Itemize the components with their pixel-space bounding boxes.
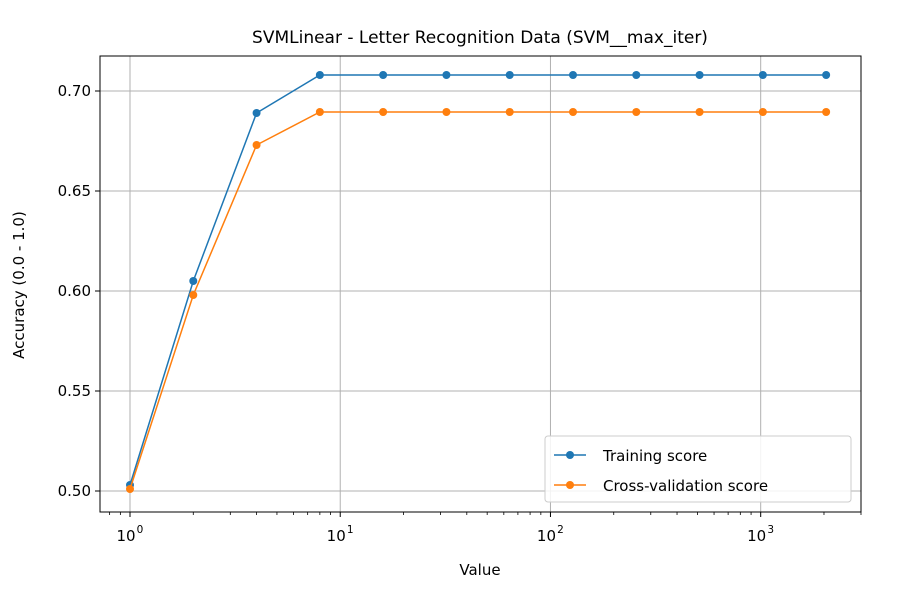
axes [99,55,862,513]
data-point [189,277,198,285]
data-point [632,71,641,79]
grid-lines [100,56,861,512]
data-point [822,71,831,79]
legend-label: Cross-validation score [603,477,768,495]
x-tick-label: 10 [537,527,556,545]
x-tick-exponent: 3 [767,524,774,536]
x-tick-label: 10 [327,527,346,545]
data-point [442,108,451,116]
data-point [315,108,324,116]
data-point [568,71,577,79]
data-point [442,71,451,79]
series-line-2 [129,111,827,490]
data-point [252,109,261,117]
x-tick-label: 10 [747,527,766,545]
y-tick-label: 0.70 [58,82,91,100]
legend-label: Training score [602,447,707,465]
data-point [315,71,324,79]
y-tick-label: 0.50 [58,482,91,500]
series-line-1 [129,74,827,486]
data-point [505,71,514,79]
x-tick-exponent: 0 [137,524,144,536]
data-point [695,108,704,116]
x-tick-label: 10 [116,527,135,545]
legend-swatch-marker [566,481,574,489]
plot-frame [99,55,862,513]
data-point [379,108,388,116]
x-tick-exponent: 2 [557,524,564,536]
legend-box [544,435,852,503]
y-tick-label: 0.55 [58,382,91,400]
y-tick-label: 0.65 [58,182,91,200]
chart-title: SVMLinear - Letter Recognition Data (SVM… [252,28,708,48]
legend: Training score Cross-validation score [544,435,852,503]
x-tick-exponent: 1 [347,524,354,536]
y-axis-label: Accuracy (0.0 - 1.0) [10,211,28,359]
data-point [758,71,767,79]
data-point [568,108,577,116]
data-point [379,71,388,79]
series-layer [125,71,831,493]
legend-swatch-marker [566,451,574,459]
data-point [695,71,704,79]
data-point [632,108,641,116]
y-tick-label: 0.60 [58,282,91,300]
data-point [189,291,198,299]
data-point [252,141,261,149]
data-point [125,485,134,493]
data-point [822,108,831,116]
x-axis-label: Value [459,561,500,579]
data-point [505,108,514,116]
data-point [758,108,767,116]
